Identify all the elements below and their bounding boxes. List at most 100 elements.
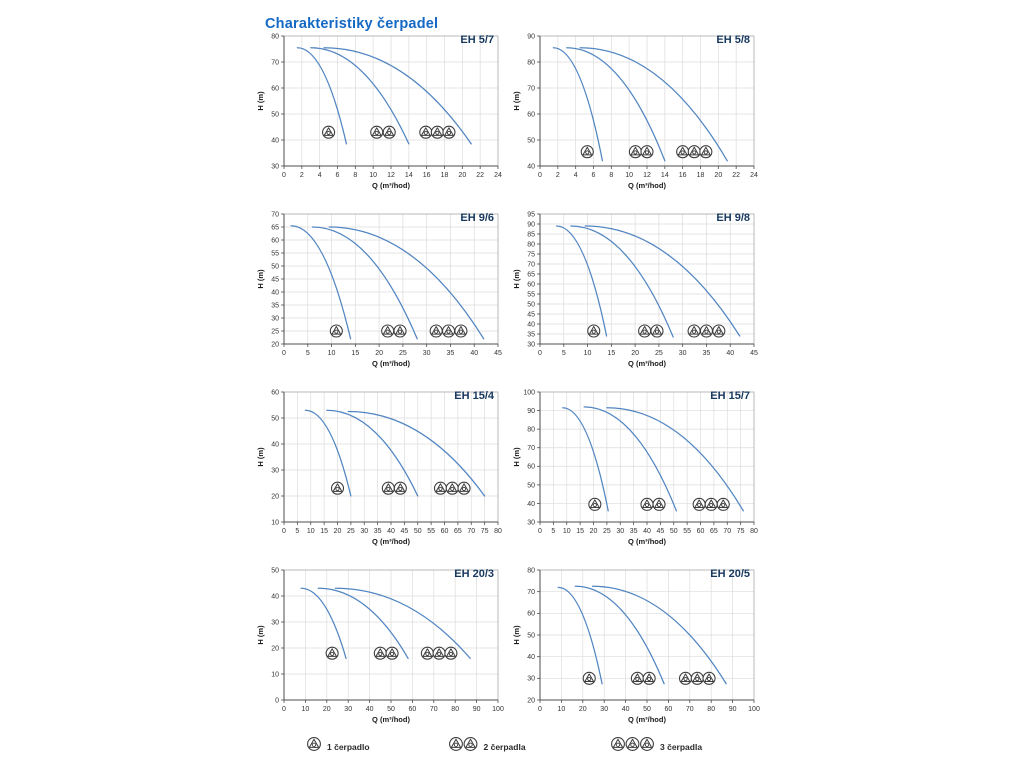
svg-text:4: 4 [318,172,322,179]
svg-text:30: 30 [360,528,368,535]
pump-icon [382,125,396,139]
x-axis-label: Q (m³/hod) [372,537,410,546]
svg-text:0: 0 [282,706,286,713]
svg-text:10: 10 [584,350,592,357]
pump-icon [580,145,594,159]
svg-text:20: 20 [458,172,466,179]
pump-curve-3-pumps [334,587,471,660]
svg-text:30: 30 [527,341,535,348]
pump-icon [692,497,706,511]
pump-icon [678,671,693,685]
svg-text:90: 90 [527,221,535,228]
svg-text:70: 70 [271,59,279,66]
svg-text:70: 70 [430,706,438,713]
pump-curve-2-pumps [583,406,678,512]
svg-text:80: 80 [527,567,535,574]
pump-icon [419,125,433,139]
svg-text:100: 100 [492,706,504,713]
svg-text:4: 4 [574,172,578,179]
svg-text:50: 50 [271,263,279,270]
y-axis-label: H (m) [256,269,265,289]
pump-icon [441,324,456,338]
pump-icon [457,481,471,495]
svg-text:30: 30 [271,619,279,626]
svg-text:30: 30 [679,350,687,357]
svg-text:12: 12 [643,172,651,179]
pump-icon [329,324,343,338]
pump-icon [640,145,654,159]
svg-text:16: 16 [423,172,431,179]
pump-icon [699,324,713,338]
svg-text:20: 20 [323,706,331,713]
svg-text:20: 20 [714,172,722,179]
svg-text:15: 15 [320,528,328,535]
svg-text:30: 30 [527,519,535,526]
svg-text:20: 20 [631,350,639,357]
svg-text:45: 45 [527,311,535,318]
svg-text:20: 20 [271,645,279,652]
pump-icon [385,646,399,660]
pump-icon-groups [325,646,458,660]
svg-text:0: 0 [282,172,286,179]
plot-border [539,213,755,345]
svg-text:100: 100 [748,706,760,713]
legend-pump-icons [307,737,321,751]
pump-chart-eh-20-5: 0 10 20 30 40 50 60 70 80 90 100 20 30 40 50 60 70 80 Q (m… [512,562,768,738]
pump-icon [444,646,458,660]
svg-text:75: 75 [737,528,745,535]
pump-chart-eh-20-3: 0 10 20 30 40 50 60 70 80 90 100 0 10 20 30 40 50 Q (m³/h… [256,562,512,738]
svg-text:40: 40 [271,137,279,144]
tick-labels: 0 5 10 15 20 25 30 35 40 45 50 55 60 65 70 75 80 10 20 30 40… [271,389,502,535]
pump-icon [650,324,664,338]
svg-text:20: 20 [271,341,279,348]
svg-text:60: 60 [271,389,279,396]
svg-text:25: 25 [603,528,611,535]
svg-text:20: 20 [271,493,279,500]
pump-icon [687,324,701,338]
tick-labels: 0 5 10 15 20 25 30 35 40 45 20 25 30 35 40 45 50 55 60 65 70 [271,211,502,357]
svg-text:5: 5 [306,350,310,357]
svg-text:45: 45 [750,350,758,357]
pump-icon [307,737,321,751]
svg-text:6: 6 [336,172,340,179]
svg-text:80: 80 [527,59,535,66]
svg-text:20: 20 [579,706,587,713]
tick-labels: 0 10 20 30 40 50 60 70 80 90 100 0 10 20 30 40 50 [271,567,504,713]
svg-text:45: 45 [494,350,502,357]
pump-curve-3-pumps [606,407,744,512]
svg-text:40: 40 [622,706,630,713]
pump-icon-groups [322,125,456,139]
legend-item-1-pump: 1 čerpadlo [306,736,370,757]
svg-text:0: 0 [282,528,286,535]
pump-curve-1-pumps [562,407,609,512]
svg-text:30: 30 [344,706,352,713]
svg-text:65: 65 [527,271,535,278]
legend-label: 1 čerpadlo [327,741,370,752]
svg-text:60: 60 [527,611,535,618]
pump-icon-group [610,736,655,757]
svg-text:60: 60 [271,85,279,92]
y-axis-label: H (m) [256,91,265,111]
pump-chart-eh-15-4: 0 5 10 15 20 25 30 35 40 45 50 55 60 65 70 75 80 10 20 30 40… [256,384,512,560]
svg-text:10: 10 [302,706,310,713]
pump-curve-1-pumps [304,409,352,497]
svg-text:25: 25 [271,328,279,335]
pump-icon [463,737,478,751]
svg-text:60: 60 [441,528,449,535]
svg-text:55: 55 [427,528,435,535]
chart-canvas: 0 5 10 15 20 25 30 35 40 45 50 55 60 65 70 75 80 10 20 30 40… [256,389,502,546]
svg-text:70: 70 [527,589,535,596]
pump-icon-groups [587,324,726,338]
svg-text:50: 50 [271,567,279,574]
svg-text:20: 20 [590,528,598,535]
pump-chart-eh-5-8: 0 2 4 6 8 10 12 14 16 18 20 22 24 40 50 60 70 80 90 Q (m³/h… [512,28,768,204]
pump-icon [704,497,718,511]
svg-text:80: 80 [494,528,502,535]
gridlines [283,213,499,345]
pump-icon [642,671,656,685]
pump-icon [628,145,642,159]
x-axis-label: Q (m³/hod) [628,537,666,546]
pump-icon [640,737,654,751]
svg-text:25: 25 [399,350,407,357]
